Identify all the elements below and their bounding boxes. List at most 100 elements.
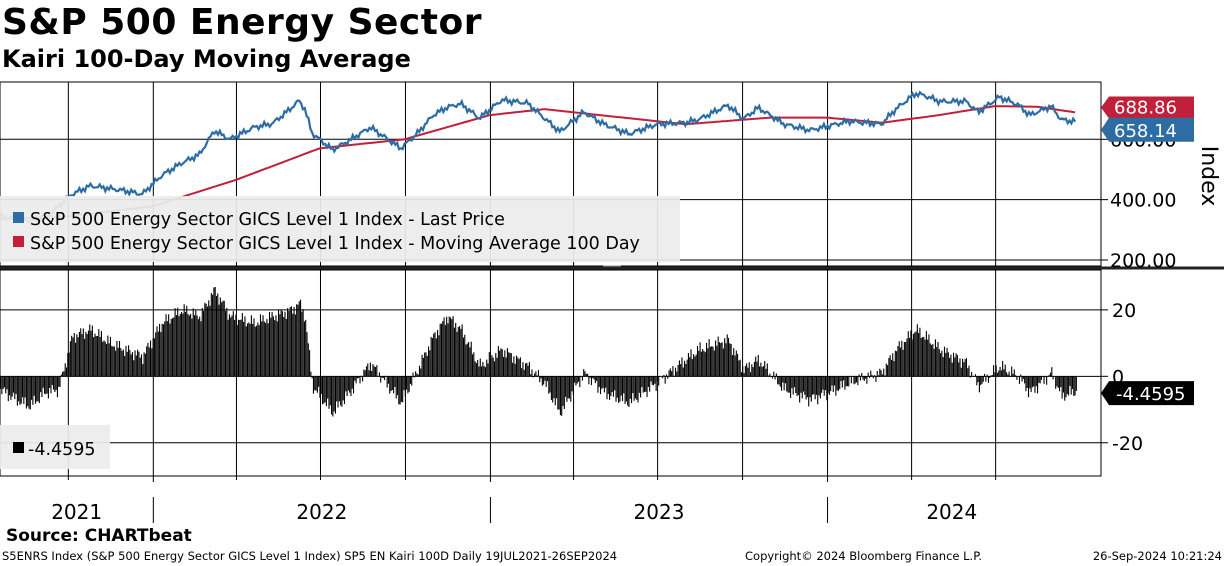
kairi-bar	[1025, 376, 1027, 392]
kairi-bar	[678, 360, 680, 377]
kairi-bar	[5, 376, 7, 394]
kairi-bar	[960, 367, 962, 377]
kairi-bar	[534, 373, 536, 377]
kairi-bar	[552, 376, 554, 403]
kairi-bar	[874, 375, 876, 377]
kairi-bar	[311, 376, 313, 379]
kairi-bar	[946, 347, 948, 377]
kairi-bar	[248, 322, 250, 377]
kairi-bar	[63, 371, 65, 377]
kairi-bar	[301, 311, 303, 377]
kairi-bar	[7, 376, 9, 402]
kairi-bar	[90, 330, 92, 377]
kairi-bar	[239, 319, 241, 377]
kairi-bar	[818, 376, 820, 396]
kairi-bar	[603, 376, 605, 393]
kairi-bar	[903, 342, 905, 377]
kairi-bar	[71, 335, 73, 377]
kairi-bar	[128, 345, 130, 377]
kairi-bar	[287, 308, 289, 377]
kairi-bar	[726, 334, 728, 377]
kairi-bar	[84, 338, 86, 377]
kairi-bar	[104, 341, 106, 377]
kairi-bar	[998, 370, 1000, 377]
kairi-bar	[299, 299, 302, 377]
kairi-bar	[579, 376, 581, 388]
kairi-bar	[760, 362, 762, 377]
lower-y-tick-label: 20	[1112, 300, 1136, 322]
kairi-bar	[389, 376, 391, 394]
kairi-bar	[111, 345, 113, 377]
kairi-bar	[59, 376, 61, 387]
kairi-bar	[315, 376, 317, 391]
kairi-bar	[1004, 364, 1006, 377]
kairi-bar	[426, 355, 428, 377]
svg-text:688.86: 688.86	[1114, 98, 1177, 119]
kairi-bar	[129, 349, 131, 377]
kairi-bar	[131, 352, 133, 377]
kairi-bar	[821, 376, 823, 393]
kairi-bar	[526, 362, 528, 377]
kairi-bar	[589, 376, 591, 378]
kairi-bar	[646, 376, 648, 397]
kairi-bar	[546, 376, 549, 382]
kairi-bar	[187, 314, 189, 377]
kairi-bar	[572, 376, 574, 395]
kairi-bar	[783, 376, 785, 391]
kairi-bar	[1074, 376, 1076, 396]
kairi-bar	[690, 349, 692, 377]
kairi-bar	[672, 366, 674, 377]
kairi-bar	[808, 376, 810, 407]
kairi-bar	[492, 357, 494, 377]
footer-series-info: S5ENRS Index (S&P 500 Energy Sector GICS…	[2, 549, 618, 563]
kairi-bar	[868, 376, 871, 378]
kairi-bar	[302, 309, 304, 377]
kairi-bar	[528, 362, 530, 377]
kairi-bar	[691, 359, 693, 377]
kairi-bar	[585, 373, 587, 377]
kairi-bar	[777, 376, 779, 385]
kairi-bar	[121, 350, 123, 377]
kairi-bar	[124, 355, 126, 377]
kairi-bar	[677, 364, 679, 377]
kairi-bar	[254, 326, 256, 377]
kairi-bar	[615, 376, 617, 402]
kairi-bar	[1057, 376, 1059, 388]
kairi-bar	[18, 376, 20, 402]
kairi-bar	[184, 311, 187, 377]
kairi-bar	[279, 314, 281, 377]
kairi-bar	[759, 366, 761, 377]
kairi-bar	[781, 376, 783, 391]
kairi-bar	[346, 376, 348, 397]
kairi-bar	[134, 350, 136, 377]
kairi-bar	[1046, 376, 1048, 385]
kairi-bar	[477, 360, 479, 377]
kairi-bar	[77, 337, 79, 377]
kairi-bar	[1016, 376, 1018, 380]
kairi-bar	[1005, 372, 1008, 377]
kairi-bar	[887, 365, 889, 377]
legend-label-kairi: -4.4595	[28, 440, 96, 460]
kairi-bar	[329, 376, 331, 406]
kairi-bar	[925, 331, 927, 377]
kairi-bar	[889, 355, 891, 377]
kairi-bar	[854, 376, 856, 384]
kairi-bar	[982, 376, 984, 382]
kairi-bar	[177, 307, 179, 377]
kairi-bar	[171, 318, 174, 377]
kairi-bar	[1064, 376, 1066, 401]
kairi-bar	[91, 325, 93, 377]
kairi-bar	[761, 366, 763, 377]
kairi-bar	[532, 376, 534, 378]
kairi-bar	[915, 331, 917, 377]
kairi-bar	[250, 315, 252, 377]
upper-legend: S&P 500 Energy Sector GICS Level 1 Index…	[0, 196, 680, 262]
kairi-bar	[596, 376, 598, 381]
kairi-bar	[540, 376, 542, 379]
kairi-bar	[1000, 370, 1002, 377]
kairi-bar	[402, 376, 404, 403]
kairi-bar	[33, 376, 35, 396]
kairi-bar	[1020, 374, 1022, 377]
kairi-bar	[876, 370, 878, 377]
kairi-bar	[209, 305, 211, 377]
